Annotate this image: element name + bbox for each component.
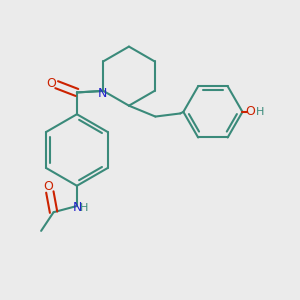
Text: O: O: [46, 76, 56, 90]
Text: O: O: [245, 105, 255, 119]
Text: H: H: [80, 202, 88, 212]
Text: O: O: [43, 180, 53, 193]
Text: H: H: [255, 107, 264, 117]
Text: N: N: [98, 87, 107, 100]
Text: N: N: [73, 201, 82, 214]
